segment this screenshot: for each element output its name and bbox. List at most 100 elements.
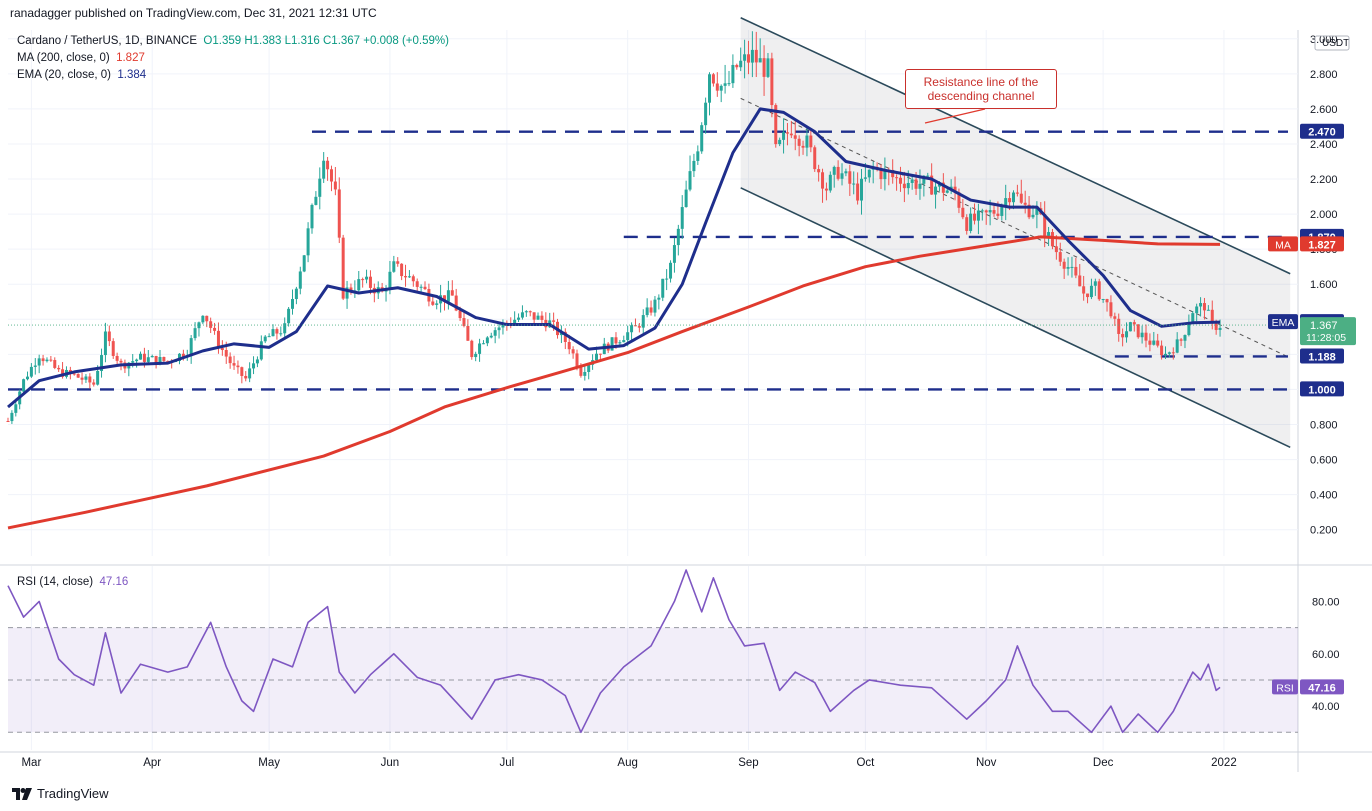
- candle-body: [902, 183, 906, 189]
- candle-body: [61, 369, 65, 377]
- candle-body: [80, 377, 84, 380]
- candle-body: [1171, 352, 1175, 354]
- candle-body: [111, 341, 115, 356]
- candle-body: [131, 361, 135, 363]
- candle-body: [76, 373, 80, 378]
- candle-body: [1175, 339, 1179, 353]
- candle-body: [224, 349, 228, 357]
- candle-body: [782, 132, 786, 140]
- candle-body: [1160, 345, 1164, 356]
- y-tick-label: 2.400: [1310, 139, 1338, 151]
- candle-body: [731, 64, 735, 84]
- candle-body: [236, 365, 240, 368]
- candle-body: [856, 183, 860, 201]
- candle-body: [1035, 208, 1039, 215]
- candle-body: [895, 177, 899, 179]
- candle-body: [314, 196, 318, 205]
- candle-body: [446, 290, 450, 302]
- candle-body: [142, 353, 146, 362]
- candle-body: [680, 207, 684, 229]
- candle-body: [766, 58, 770, 77]
- channel-annotation: Resistance line of the descending channe…: [905, 69, 1057, 109]
- candle-body: [322, 160, 326, 179]
- candle-body: [700, 125, 704, 152]
- candle-body: [614, 337, 618, 344]
- candle-body: [294, 288, 298, 300]
- candle-body: [758, 58, 762, 63]
- candle-body: [852, 183, 856, 185]
- candle-body: [49, 359, 53, 361]
- candle-body: [1183, 335, 1187, 341]
- indicator-tag-box: [1300, 236, 1344, 252]
- candle-body: [926, 175, 930, 177]
- candle-body: [1132, 322, 1136, 325]
- candle-body: [641, 315, 645, 328]
- y-tick-label: 2.800: [1310, 69, 1338, 81]
- candle-body: [961, 207, 965, 218]
- candle-body: [349, 287, 353, 292]
- indicator-tag-label-box: [1268, 236, 1298, 252]
- candle-body: [1011, 192, 1015, 203]
- candle-body: [333, 181, 337, 190]
- y-tick-label: 2.200: [1310, 174, 1338, 186]
- candle-body: [267, 336, 271, 338]
- candle-body: [107, 331, 111, 342]
- candle-body: [326, 160, 330, 170]
- candle-body: [166, 360, 170, 362]
- candle-body: [1019, 193, 1023, 203]
- candle-body: [684, 189, 688, 208]
- candle-body: [1050, 232, 1054, 247]
- y-tick-label: 0.800: [1310, 420, 1338, 432]
- rsi-tag-label: RSI: [1276, 682, 1294, 694]
- candle-body: [965, 217, 969, 231]
- candle-body: [774, 105, 778, 145]
- candle-body: [708, 74, 712, 103]
- candle-body: [1089, 285, 1093, 298]
- ma-value: 1.827: [116, 52, 145, 64]
- candle-body: [341, 237, 345, 299]
- level-price-tag: [1300, 381, 1344, 397]
- currency-box: [1314, 35, 1350, 51]
- candle-body: [1156, 340, 1160, 346]
- rsi-legend: RSI (14, close) 47.16: [17, 576, 128, 588]
- candle-body: [1015, 192, 1019, 194]
- level-price-value: 1.000: [1308, 384, 1336, 396]
- candle-body: [610, 337, 614, 351]
- ma-legend: MA (200, close, 0) 1.827: [17, 52, 145, 64]
- candle-body: [863, 177, 867, 179]
- candle-body: [1195, 306, 1199, 314]
- candle-body: [162, 356, 166, 361]
- rsi-tick-label: 60.00: [1312, 649, 1340, 661]
- symbol-legend: Cardano / TetherUS, 1D, BINANCE O1.359 H…: [17, 35, 449, 47]
- candle-body: [84, 376, 88, 380]
- level-price-value: 1.188: [1308, 351, 1336, 363]
- candle-body: [1023, 202, 1027, 205]
- y-tick-label: 2.000: [1310, 209, 1338, 221]
- rsi-label: RSI (14, close): [17, 576, 94, 588]
- candle-body: [57, 367, 61, 370]
- candle-body: [1206, 309, 1210, 311]
- candle-body: [287, 308, 291, 324]
- candle-body: [945, 190, 949, 193]
- candle-body: [976, 210, 980, 221]
- candle-body: [973, 213, 977, 221]
- candle-body: [1179, 339, 1183, 341]
- candle-body: [435, 303, 439, 305]
- rsi-tag-label-box: [1272, 679, 1298, 695]
- candle-body: [392, 261, 396, 272]
- last-price-value: 1.367: [1310, 320, 1338, 332]
- ma200-line: [7, 235, 1221, 530]
- candle-body: [329, 169, 333, 182]
- candle-body: [633, 325, 637, 327]
- candle-body: [407, 276, 411, 278]
- candle-body: [630, 325, 634, 333]
- candle-body: [704, 102, 708, 126]
- candle-body: [883, 169, 887, 180]
- candle-body: [579, 367, 583, 376]
- candle-body: [669, 262, 673, 279]
- candle-body: [840, 173, 844, 179]
- indicator-tag-value: 1.827: [1308, 239, 1336, 251]
- candle-body: [797, 138, 801, 146]
- candle-body: [337, 189, 341, 238]
